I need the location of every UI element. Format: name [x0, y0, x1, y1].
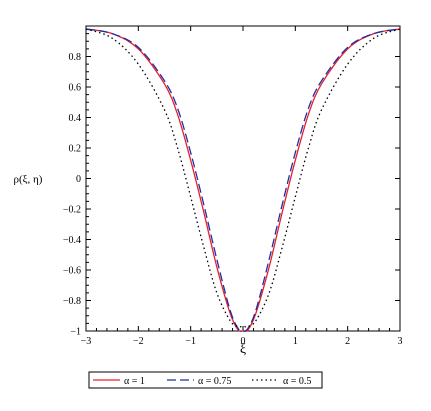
y-tick-label: 0.2	[69, 144, 82, 155]
x-tick-label: 2	[345, 336, 350, 347]
y-tick-label: 0	[76, 174, 81, 185]
series-line-0	[85, 28, 401, 333]
y-tick-label: 0.4	[69, 113, 82, 124]
x-axis-label: ξ	[240, 342, 246, 357]
legend-label-2: α = 0.5	[283, 376, 311, 387]
legend-label-1: α = 0.75	[198, 376, 231, 387]
series-line-1	[85, 28, 401, 332]
plot-area	[85, 25, 401, 332]
y-tick-label: −1	[70, 327, 81, 338]
plot-frame	[85, 25, 401, 332]
x-tick-label: −3	[81, 336, 92, 347]
x-tick-label: 0	[241, 336, 246, 347]
x-tick-label: 3	[398, 336, 403, 347]
series-layer	[85, 28, 401, 333]
y-tick-label: 0.8	[69, 52, 82, 63]
x-tick-label: 1	[293, 336, 298, 347]
x-tick-label: −1	[185, 336, 196, 347]
series-line-2	[85, 28, 401, 328]
legend: α = 1 α = 0.75 α = 0.5	[88, 371, 323, 389]
y-axis: −1 −0.8 −0.6 −0.4 −0.2 0 0.2 0.4 0.6 0.8	[63, 33, 400, 338]
y-tick-label: −0.8	[63, 296, 81, 307]
y-axis-label: ρ(ξ, η)	[14, 174, 43, 186]
y-tick-label: −0.6	[63, 266, 81, 277]
x-axis: −3 −2 −1 0 1 2 3	[81, 26, 403, 347]
x-tick-label: −2	[133, 336, 144, 347]
y-tick-label: −0.2	[63, 205, 81, 216]
legend-box	[88, 371, 323, 389]
y-tick-label: −0.4	[63, 235, 81, 246]
legend-label-0: α = 1	[124, 376, 145, 387]
y-tick-label: 0.6	[69, 83, 82, 94]
